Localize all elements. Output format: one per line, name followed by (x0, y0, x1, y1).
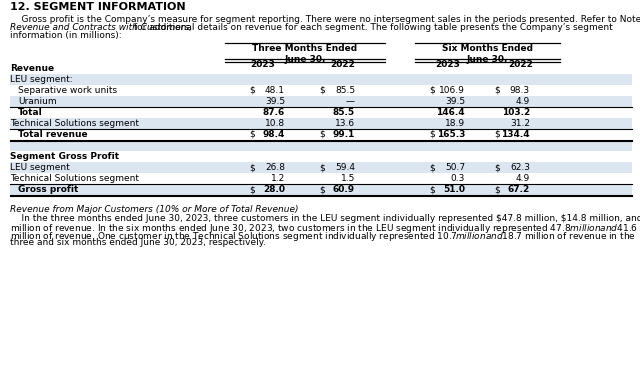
Text: 67.2: 67.2 (508, 185, 530, 194)
Text: 18.9: 18.9 (445, 119, 465, 128)
Text: 50.7: 50.7 (445, 163, 465, 172)
Text: 2022: 2022 (331, 60, 355, 69)
Text: 2023: 2023 (436, 60, 460, 69)
Text: 26.8: 26.8 (265, 163, 285, 172)
Text: $: $ (249, 86, 255, 95)
Text: Technical Solutions segment: Technical Solutions segment (10, 119, 139, 128)
Text: 13.6: 13.6 (335, 119, 355, 128)
Text: 87.6: 87.6 (263, 108, 285, 117)
Text: 134.4: 134.4 (501, 130, 530, 139)
Text: Total: Total (18, 108, 43, 117)
Text: 39.5: 39.5 (445, 97, 465, 106)
Bar (10, 74, 632, 85)
Bar (10, 96, 632, 107)
Text: 98.4: 98.4 (262, 130, 285, 139)
Text: 28.0: 28.0 (263, 185, 285, 194)
Text: In the three months ended June 30, 2023, three customers in the LEU segment indi: In the three months ended June 30, 2023,… (10, 214, 640, 223)
Text: $: $ (249, 130, 255, 139)
Text: 12. SEGMENT INFORMATION: 12. SEGMENT INFORMATION (10, 2, 186, 12)
Text: 10.8: 10.8 (265, 119, 285, 128)
Text: Gross profit is the Company’s measure for segment reporting. There were no inter: Gross profit is the Company’s measure fo… (10, 15, 640, 24)
Text: $: $ (249, 163, 255, 172)
Text: $: $ (249, 185, 255, 194)
Text: $: $ (319, 185, 325, 194)
Text: Separative work units: Separative work units (18, 86, 117, 95)
Text: 31.2: 31.2 (510, 119, 530, 128)
Text: $: $ (429, 185, 435, 194)
Text: LEU segment: LEU segment (10, 163, 70, 172)
Text: 2022: 2022 (508, 60, 533, 69)
Text: million of revenue. One customer in the Technical Solutions segment individually: million of revenue. One customer in the … (10, 230, 636, 243)
Bar (10, 107, 632, 118)
Text: 60.9: 60.9 (333, 185, 355, 194)
Text: 146.4: 146.4 (436, 108, 465, 117)
Text: 51.0: 51.0 (443, 185, 465, 194)
Bar (10, 118, 632, 129)
Bar (10, 162, 632, 173)
Text: $: $ (429, 163, 435, 172)
Text: 98.3: 98.3 (510, 86, 530, 95)
Text: $: $ (319, 163, 325, 172)
Text: $: $ (319, 86, 325, 95)
Text: Revenue: Revenue (10, 64, 54, 73)
Text: $: $ (319, 130, 325, 139)
Text: Total revenue: Total revenue (18, 130, 88, 139)
Text: 85.5: 85.5 (335, 86, 355, 95)
Text: Uranium: Uranium (18, 97, 56, 106)
Text: for additional details on revenue for each segment. The following table presents: for additional details on revenue for ea… (131, 23, 613, 32)
Text: million of revenue. In the six months ended June 30, 2023, two customers in the : million of revenue. In the six months en… (10, 222, 638, 235)
Text: Technical Solutions segment: Technical Solutions segment (10, 174, 139, 183)
Text: 62.3: 62.3 (510, 163, 530, 172)
Text: 0.3: 0.3 (451, 174, 465, 183)
Text: Segment Gross Profit: Segment Gross Profit (10, 152, 119, 161)
Bar (10, 129, 632, 140)
Bar (10, 63, 632, 74)
Text: —: — (346, 97, 355, 106)
Bar (10, 184, 632, 195)
Text: 39.5: 39.5 (265, 97, 285, 106)
Text: Revenue and Contracts with Customers,: Revenue and Contracts with Customers, (10, 23, 192, 32)
Text: information (in millions):: information (in millions): (10, 31, 122, 40)
Text: 106.9: 106.9 (439, 86, 465, 95)
Text: 103.2: 103.2 (502, 108, 530, 117)
Text: Three Months Ended
June 30,: Three Months Ended June 30, (252, 44, 358, 64)
Text: LEU segment:: LEU segment: (10, 75, 72, 84)
Text: 85.5: 85.5 (333, 108, 355, 117)
Text: 48.1: 48.1 (265, 86, 285, 95)
Text: $: $ (494, 86, 500, 95)
Text: $: $ (429, 86, 435, 95)
Text: 4.9: 4.9 (516, 174, 530, 183)
Text: 4.9: 4.9 (516, 97, 530, 106)
Text: Revenue from Major Customers (10% or More of Total Revenue): Revenue from Major Customers (10% or Mor… (10, 205, 298, 214)
Bar (10, 173, 632, 184)
Text: Six Months Ended
June 30,: Six Months Ended June 30, (442, 44, 533, 64)
Text: 59.4: 59.4 (335, 163, 355, 172)
Text: 99.1: 99.1 (333, 130, 355, 139)
Bar (10, 140, 632, 151)
Bar (10, 151, 632, 162)
Text: 165.3: 165.3 (436, 130, 465, 139)
Text: 2023: 2023 (251, 60, 275, 69)
Text: three and six months ended June 30, 2023, respectively.: three and six months ended June 30, 2023… (10, 238, 266, 247)
Text: 1.2: 1.2 (271, 174, 285, 183)
Text: $: $ (494, 185, 500, 194)
Text: 1.5: 1.5 (340, 174, 355, 183)
Text: $: $ (429, 130, 435, 139)
Text: Gross profit: Gross profit (18, 185, 78, 194)
Text: $: $ (494, 163, 500, 172)
Text: $: $ (494, 130, 500, 139)
Bar (10, 85, 632, 96)
